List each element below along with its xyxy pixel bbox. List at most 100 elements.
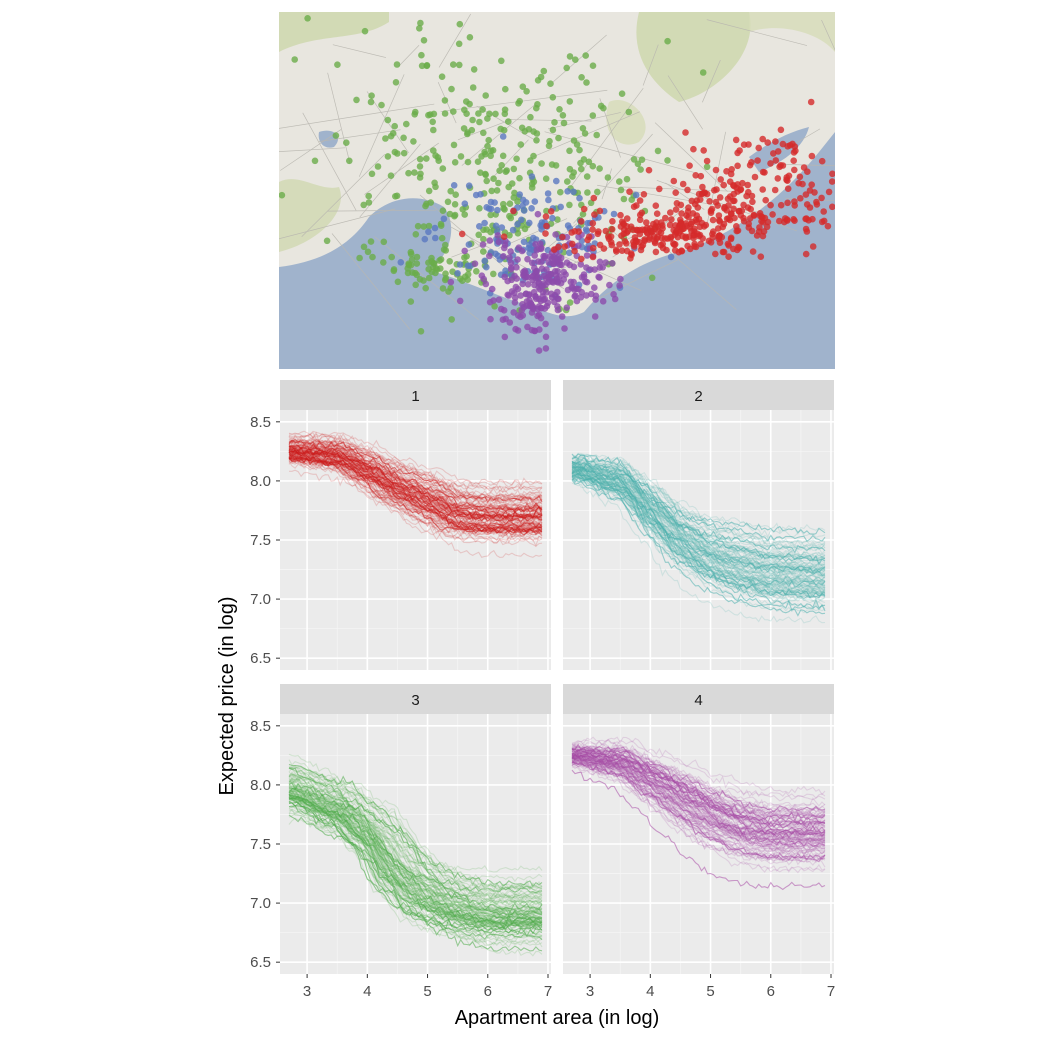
series-line (572, 743, 826, 813)
map-point-green (527, 113, 534, 121)
series-line (288, 438, 543, 500)
map-point-red (700, 223, 708, 230)
map-point-green (518, 124, 526, 132)
map-point-purple (507, 259, 515, 267)
series-line (288, 455, 543, 533)
map-point-red (732, 136, 740, 144)
map-point-green (438, 73, 446, 80)
map-point-red (709, 216, 717, 224)
map-point-green (484, 115, 491, 122)
map-point-red (712, 198, 720, 206)
map-point-purple (531, 252, 538, 259)
map-point-green (480, 248, 487, 255)
series-line (571, 761, 826, 861)
series-line (288, 451, 543, 526)
map-point-purple (478, 272, 486, 280)
map-point-purple (524, 323, 531, 331)
grid (280, 410, 551, 670)
map-point-green (448, 316, 455, 323)
series-line (288, 792, 543, 923)
series-lines-3 (288, 753, 543, 957)
map-point-blue (583, 228, 591, 235)
series-line (571, 468, 826, 582)
series-line (571, 471, 826, 595)
map-point-green (411, 169, 418, 176)
map-point-green (464, 271, 472, 278)
map-graphic (279, 12, 835, 369)
map-point-purple (596, 274, 603, 281)
map-point-green (528, 184, 536, 191)
map-point-red (777, 201, 785, 209)
map-point-green (417, 170, 424, 178)
map-point-purple (520, 304, 528, 311)
map-point-green (581, 130, 589, 137)
map-point-green (476, 118, 483, 126)
map-point-purple (548, 290, 555, 298)
map-point-purple (490, 297, 497, 304)
series-line (288, 430, 543, 488)
series-line (288, 440, 543, 513)
map-point-red (808, 152, 816, 160)
map-point-green (418, 62, 426, 70)
map-point-green (476, 205, 483, 212)
series-line (571, 454, 826, 542)
series-line (288, 451, 543, 527)
map-point-red (757, 253, 765, 260)
map-point-red (608, 226, 616, 233)
map-point-green (400, 149, 408, 157)
map-point-blue (476, 223, 483, 230)
map-point-green (360, 243, 368, 251)
map-point-green (516, 174, 523, 182)
series-line (571, 753, 826, 837)
map-point-green (417, 19, 424, 27)
map-point-green (490, 270, 497, 278)
series-line (571, 461, 826, 564)
map-point-green (483, 177, 490, 185)
map-point-green (460, 125, 468, 132)
series-line (571, 750, 826, 829)
series-line (288, 764, 543, 891)
series-line (288, 454, 543, 532)
series-line (288, 768, 543, 895)
series-line (288, 455, 543, 532)
series-line (571, 464, 826, 578)
map-point-green (365, 192, 372, 200)
map-point-red (813, 201, 821, 208)
map-point-green (393, 61, 401, 68)
map-point-red (634, 227, 641, 234)
series-line (571, 761, 826, 863)
map-point-purple (558, 313, 566, 320)
map-point-red (584, 236, 591, 244)
series-line (571, 738, 826, 802)
series-line (288, 767, 543, 895)
series-line (571, 474, 826, 607)
map-point-purple (567, 278, 575, 286)
series-line (288, 452, 543, 527)
map-point-blue (464, 262, 472, 269)
series-line (571, 769, 826, 891)
map-point-green (634, 160, 642, 168)
map-point-red (575, 228, 582, 235)
map-point-green (468, 126, 476, 134)
map-point-red (807, 98, 815, 106)
map-point-red (820, 208, 827, 215)
series-line (571, 475, 826, 597)
map-point-green (470, 66, 478, 73)
map-point-red (667, 235, 674, 242)
map-point-red (818, 194, 825, 202)
map-point-green (409, 269, 416, 276)
series-line (571, 453, 826, 535)
map-point-red (602, 227, 610, 235)
map-point-purple (570, 286, 578, 293)
map-point-green (510, 165, 518, 173)
map-point-green (576, 146, 583, 154)
series-line (571, 749, 826, 827)
map-point-red (774, 175, 782, 182)
map-point-green (521, 225, 529, 233)
series-line (571, 753, 826, 839)
map-point-red (713, 186, 720, 193)
map-point-green (392, 79, 400, 86)
map-point-green (505, 183, 512, 191)
map-point-red (641, 236, 648, 243)
map-point-blue (520, 207, 528, 214)
